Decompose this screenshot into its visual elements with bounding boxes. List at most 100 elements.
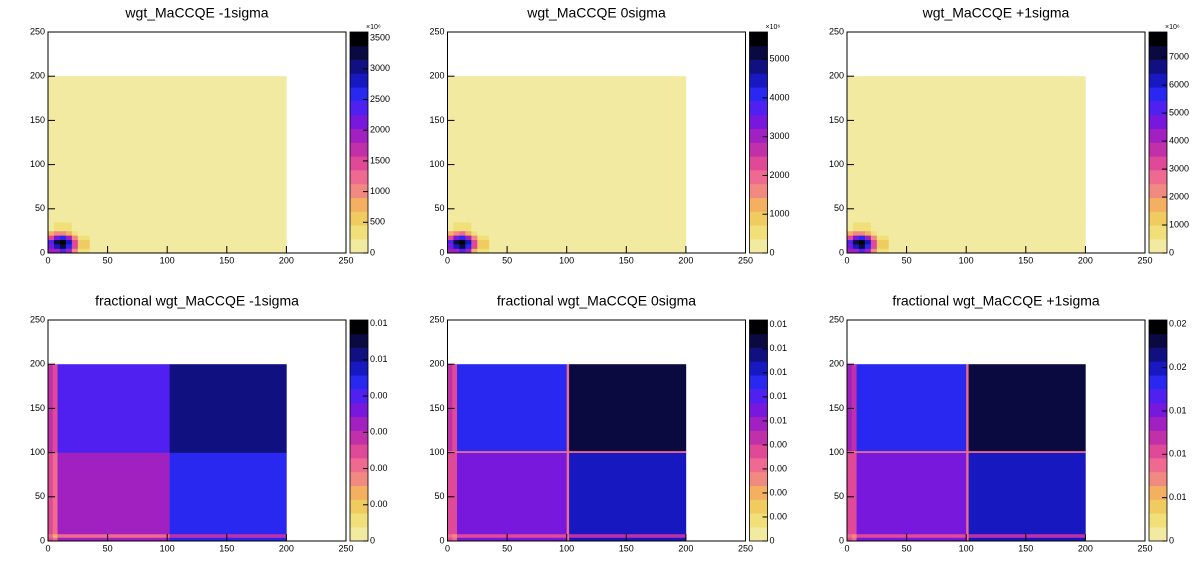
heatmap-cell bbox=[489, 222, 687, 232]
colorbar-band bbox=[350, 128, 368, 143]
colorbar-tick-label: 0.00 bbox=[370, 463, 388, 473]
chart-title: fractional wgt_MaCCQE +1sigma bbox=[892, 293, 1100, 309]
colorbar-band bbox=[1149, 513, 1167, 528]
heatmap-cell bbox=[447, 235, 454, 241]
heatmap-cell bbox=[89, 230, 287, 236]
colorbar-band bbox=[1149, 170, 1167, 185]
colorbar-tick-label: 3000 bbox=[770, 131, 790, 141]
heatmap-cell bbox=[876, 239, 890, 245]
heatmap-cell bbox=[864, 239, 872, 245]
x-tick-label: 200 bbox=[678, 543, 693, 553]
heatmap-cell bbox=[459, 230, 466, 236]
heatmap-cell bbox=[447, 537, 453, 542]
heatmap-cell bbox=[569, 533, 687, 538]
colorbar-tick-label: 0.01 bbox=[770, 319, 788, 329]
heatmap-cell bbox=[876, 244, 890, 249]
colorbar-exponent: ×10⁶ bbox=[366, 24, 381, 31]
x-tick-label: 100 bbox=[559, 543, 574, 553]
heatmap-cell bbox=[851, 450, 857, 453]
heatmap-cell bbox=[71, 222, 79, 232]
x-tick-label: 150 bbox=[1018, 255, 1033, 265]
heatmap-cell bbox=[169, 452, 287, 535]
heatmap-cell bbox=[851, 533, 857, 538]
x-tick-label: 50 bbox=[103, 255, 113, 265]
colorbar-band bbox=[749, 32, 768, 47]
heatmap-cell bbox=[864, 230, 872, 236]
colorbar-tick-label: 2000 bbox=[1169, 191, 1189, 201]
heatmap-cell bbox=[876, 230, 890, 236]
heatmap-cell bbox=[847, 222, 854, 232]
x-tick-label: 0 bbox=[45, 543, 50, 553]
colorbar-tick-label: 0.01 bbox=[770, 367, 788, 377]
colorbar-band bbox=[350, 225, 368, 240]
heatmap-cell bbox=[453, 235, 460, 241]
heatmap-cell bbox=[71, 239, 79, 245]
heatmap-cell bbox=[447, 248, 454, 254]
colorbar-band bbox=[350, 416, 368, 431]
y-tick-label: 250 bbox=[429, 26, 444, 36]
plot-frame bbox=[447, 31, 746, 254]
y-tick-label: 0 bbox=[839, 535, 844, 545]
x-tick-label: 150 bbox=[219, 255, 234, 265]
colorbar-band bbox=[1149, 527, 1167, 542]
heatmap-cell bbox=[459, 248, 466, 254]
heatmap-cell bbox=[65, 239, 73, 245]
heatmap-cell bbox=[465, 230, 472, 236]
colorbar-tick-label: 6000 bbox=[1169, 80, 1189, 90]
colorbar-band bbox=[1149, 183, 1167, 199]
colorbar-band bbox=[1149, 211, 1167, 226]
colorbar-band bbox=[749, 513, 768, 528]
chart-title: wgt_MaCCQE -1sigma bbox=[124, 5, 268, 21]
colorbar-band bbox=[350, 389, 368, 404]
heatmap-cell bbox=[48, 533, 54, 538]
heatmap-cell bbox=[452, 537, 458, 542]
x-tick-label: 0 bbox=[45, 255, 50, 265]
heatmap-cell bbox=[48, 230, 55, 236]
heatmap-cell bbox=[471, 222, 478, 232]
colorbar-band bbox=[350, 458, 368, 473]
heatmap-cell bbox=[566, 450, 570, 453]
chart-title: wgt_MaCCQE +1sigma bbox=[922, 5, 1070, 21]
heatmap-cell bbox=[53, 235, 61, 241]
heatmap-cell bbox=[870, 244, 878, 249]
heatmap-cell bbox=[57, 450, 168, 453]
heatmap-cell bbox=[847, 248, 854, 254]
heatmap-cell bbox=[59, 244, 67, 249]
colorbar-band bbox=[749, 527, 768, 542]
heatmap-cell bbox=[59, 222, 67, 232]
colorbar-band bbox=[749, 485, 768, 500]
heatmap-cell bbox=[48, 244, 55, 249]
heatmap-cell bbox=[169, 450, 287, 453]
heatmap-cell bbox=[167, 533, 170, 538]
heatmap-cell bbox=[858, 239, 866, 245]
heatmap-cell bbox=[489, 76, 687, 223]
heatmap-cell bbox=[847, 244, 854, 249]
x-tick-label: 200 bbox=[678, 255, 693, 265]
heatmap-cell bbox=[477, 76, 490, 223]
heatmap-cell bbox=[59, 235, 67, 241]
colorbar-frame bbox=[1148, 319, 1168, 542]
heatmap-cell bbox=[457, 452, 567, 535]
heatmap-cell bbox=[53, 222, 61, 232]
colorbar-band bbox=[749, 389, 768, 404]
y-tick-label: 250 bbox=[829, 26, 844, 36]
colorbar-band bbox=[1149, 87, 1167, 102]
heatmap-cell bbox=[870, 222, 878, 232]
x-tick-label: 50 bbox=[902, 543, 912, 553]
heatmap-cell bbox=[489, 235, 687, 241]
x-tick-label: 150 bbox=[619, 543, 634, 553]
heatmap-cell bbox=[77, 222, 91, 232]
colorbar-band bbox=[749, 320, 768, 335]
heatmap-cell bbox=[77, 230, 91, 236]
heatmap-cell bbox=[888, 230, 1086, 236]
colorbar-band bbox=[1149, 347, 1167, 362]
colorbar-band bbox=[749, 225, 768, 240]
heatmap-cell bbox=[856, 364, 967, 452]
heatmap-cell bbox=[65, 76, 73, 223]
heatmap-cell bbox=[858, 230, 866, 236]
heatmap-cell bbox=[71, 230, 79, 236]
colorbar-tick-label: 3000 bbox=[370, 63, 390, 73]
heatmap-cell bbox=[847, 239, 854, 245]
heatmap-cell bbox=[966, 537, 969, 542]
